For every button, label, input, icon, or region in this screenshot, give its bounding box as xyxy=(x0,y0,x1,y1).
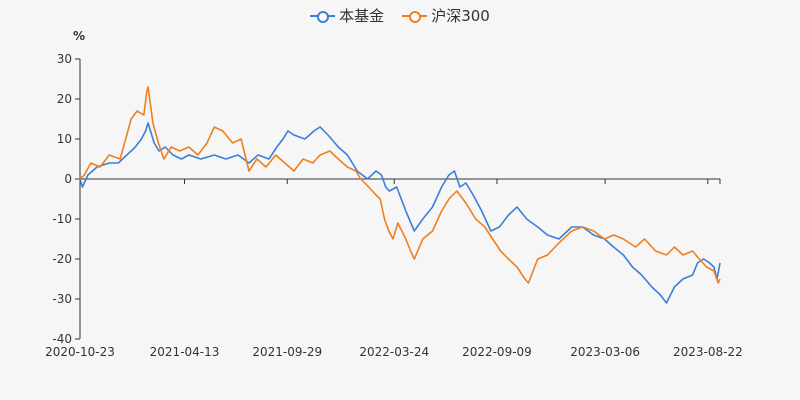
y-tick-label: -30 xyxy=(52,292,72,306)
legend-fund-label: 本基金 xyxy=(339,7,385,25)
y-axis-unit: % xyxy=(73,29,86,43)
series-line-csi300 xyxy=(79,86,721,284)
legend-item-fund[interactable]: 本基金 xyxy=(310,5,384,26)
x-tick-label: 2020-10-23 xyxy=(45,345,115,359)
x-tick-label: 2021-04-13 xyxy=(150,345,220,359)
x-tick-label: 2023-03-06 xyxy=(570,345,640,359)
y-tick-label: 10 xyxy=(57,132,72,146)
x-tick-label: 2022-09-09 xyxy=(462,345,532,359)
x-tick-label: 2022-03-24 xyxy=(359,345,429,359)
y-tick-label: -10 xyxy=(52,212,72,226)
x-tick-label: 2021-09-29 xyxy=(252,345,322,359)
series-line-fund xyxy=(79,122,721,304)
legend-fund-marker-icon xyxy=(310,9,336,23)
legend-item-csi300[interactable]: 沪深300 xyxy=(402,5,490,26)
legend-csi300-label: 沪深300 xyxy=(431,7,490,25)
y-tick-label: 30 xyxy=(57,52,72,66)
y-tick-label: 0 xyxy=(64,172,72,186)
legend: 本基金 沪深300 xyxy=(0,5,800,26)
y-tick-label: -20 xyxy=(52,252,72,266)
y-tick-label: -40 xyxy=(52,332,72,346)
x-tick-label: 2023-08-22 xyxy=(673,345,743,359)
legend-csi300-marker-icon xyxy=(402,9,428,23)
y-tick-label: 20 xyxy=(57,92,72,106)
